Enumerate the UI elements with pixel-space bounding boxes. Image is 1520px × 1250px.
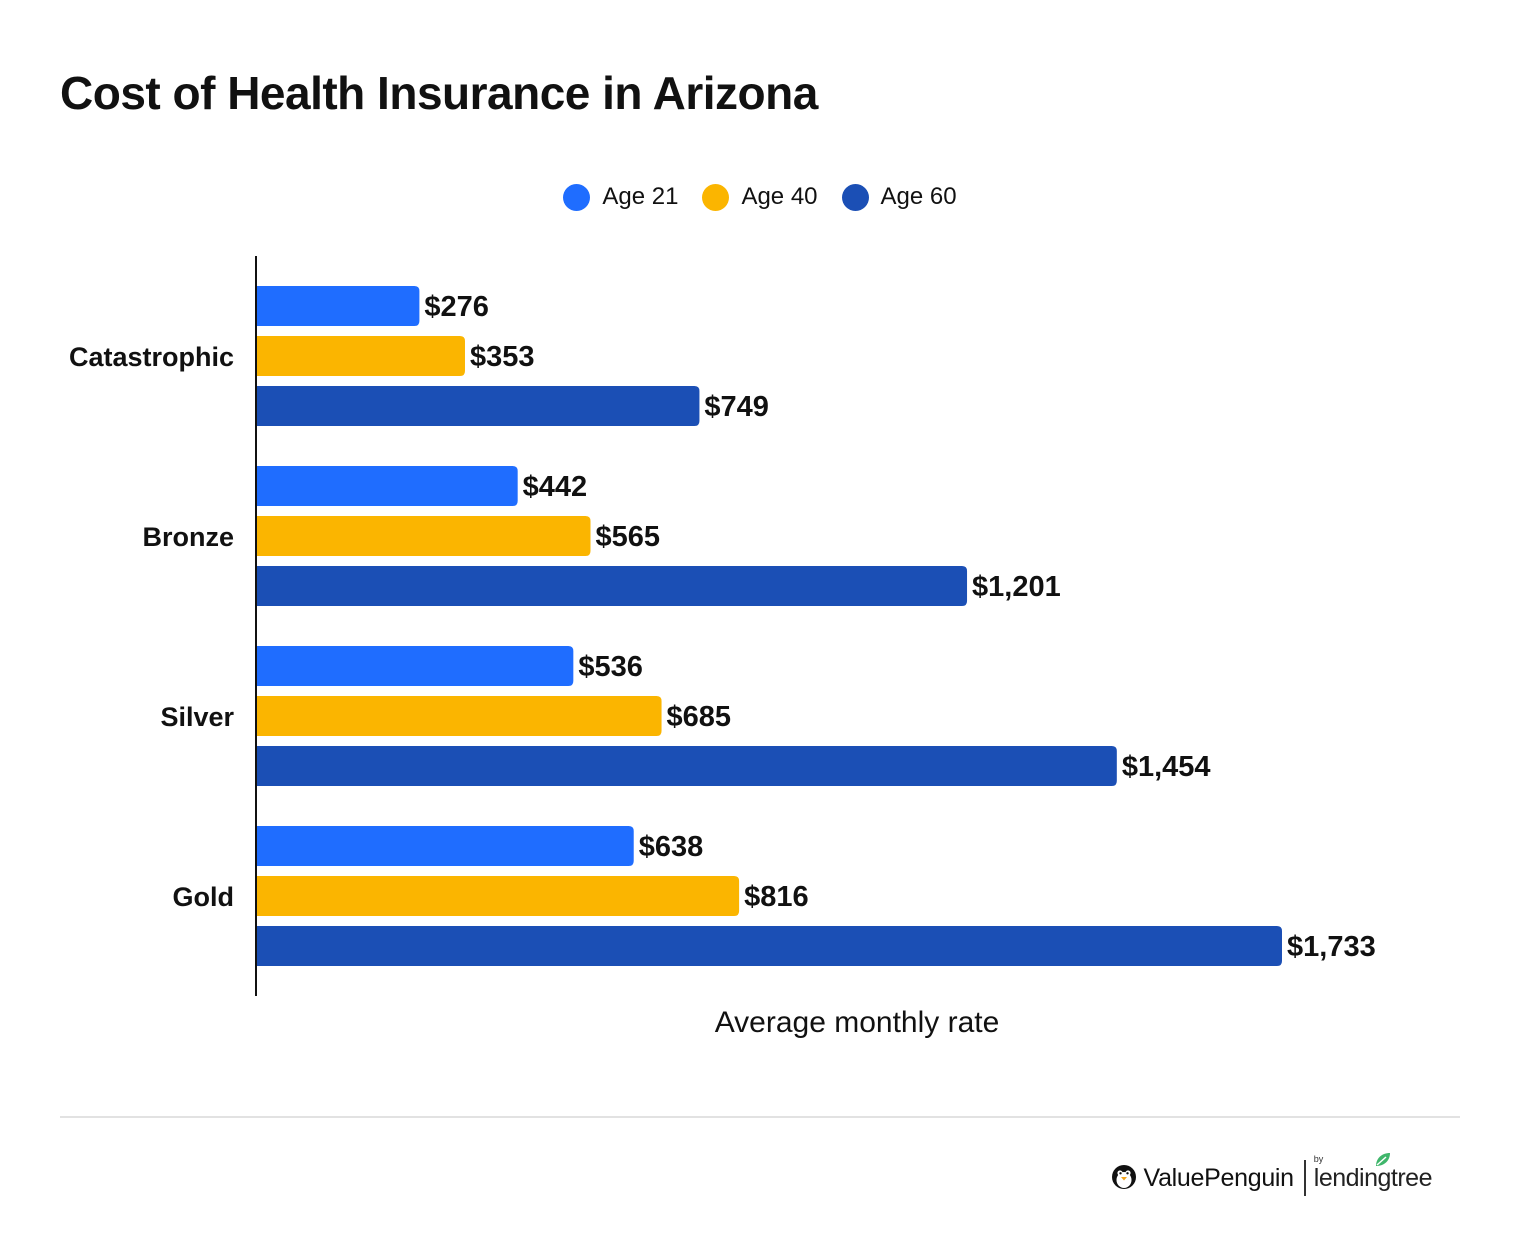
category-label-silver: Silver xyxy=(160,702,234,732)
data-label-silver-age-40: $685 xyxy=(667,701,732,733)
data-label-catastrophic-age-60: $749 xyxy=(704,391,769,423)
bar-silver-age-60 xyxy=(256,746,1117,786)
data-label-bronze-age-60: $1,201 xyxy=(972,571,1061,603)
partner-name: lendingtree xyxy=(1313,1163,1433,1192)
footer-divider xyxy=(60,1116,1460,1118)
bar-bronze-age-21 xyxy=(256,466,518,506)
category-label-gold: Gold xyxy=(173,882,235,912)
leaf-icon xyxy=(1374,1152,1392,1173)
brand-name: ValuePenguin xyxy=(1143,1163,1295,1192)
legend-item-age-60: Age 60 xyxy=(841,183,957,211)
legend-item-age-21: Age 21 xyxy=(563,183,678,211)
legend-label-age-60: Age 60 xyxy=(880,183,957,210)
data-label-silver-age-21: $536 xyxy=(578,651,643,683)
legend-label-age-21: Age 21 xyxy=(602,183,679,210)
legend-item-age-40: Age 40 xyxy=(702,183,818,211)
data-label-gold-age-40: $816 xyxy=(744,881,809,913)
data-label-bronze-age-21: $442 xyxy=(523,471,588,503)
data-label-catastrophic-age-21: $276 xyxy=(424,291,489,323)
bar-silver-age-21 xyxy=(256,646,574,686)
chart-title: Cost of Health Insurance in Arizona xyxy=(60,67,818,119)
x-axis-label: Average monthly rate xyxy=(714,1006,1000,1039)
data-label-catastrophic-age-40: $353 xyxy=(470,341,535,373)
legend-marker-age-60 xyxy=(841,183,869,211)
legend: Age 21 Age 40 Age 60 xyxy=(0,183,1520,211)
bar-catastrophic-age-40 xyxy=(256,336,465,376)
bar-bronze-age-60 xyxy=(256,566,968,606)
legend-marker-age-40 xyxy=(702,183,730,211)
bar-gold-age-21 xyxy=(256,826,634,866)
partner-prefix: by xyxy=(1313,1153,1324,1164)
data-label-gold-age-60: $1,733 xyxy=(1287,931,1376,963)
bar-silver-age-40 xyxy=(256,696,662,736)
data-label-silver-age-60: $1,454 xyxy=(1122,751,1211,783)
category-label-bronze: Bronze xyxy=(142,522,234,552)
legend-label-age-40: Age 40 xyxy=(741,183,818,210)
data-label-gold-age-21: $638 xyxy=(639,831,704,863)
bar-bronze-age-40 xyxy=(256,516,591,556)
data-label-bronze-age-40: $565 xyxy=(596,521,661,553)
bar-catastrophic-age-21 xyxy=(256,286,420,326)
penguin-icon xyxy=(1110,1162,1138,1195)
bar-catastrophic-age-60 xyxy=(256,386,700,426)
category-label-catastrophic: Catastrophic xyxy=(69,342,234,372)
brand-separator xyxy=(1303,1160,1306,1196)
legend-marker-age-21 xyxy=(563,183,591,211)
partner-logo: by lendingtree xyxy=(1313,1152,1433,1193)
bar-gold-age-40 xyxy=(256,876,740,916)
brand-logo: ValuePenguin by lendingtree xyxy=(1110,1152,1433,1196)
bar-gold-age-60 xyxy=(256,926,1282,966)
